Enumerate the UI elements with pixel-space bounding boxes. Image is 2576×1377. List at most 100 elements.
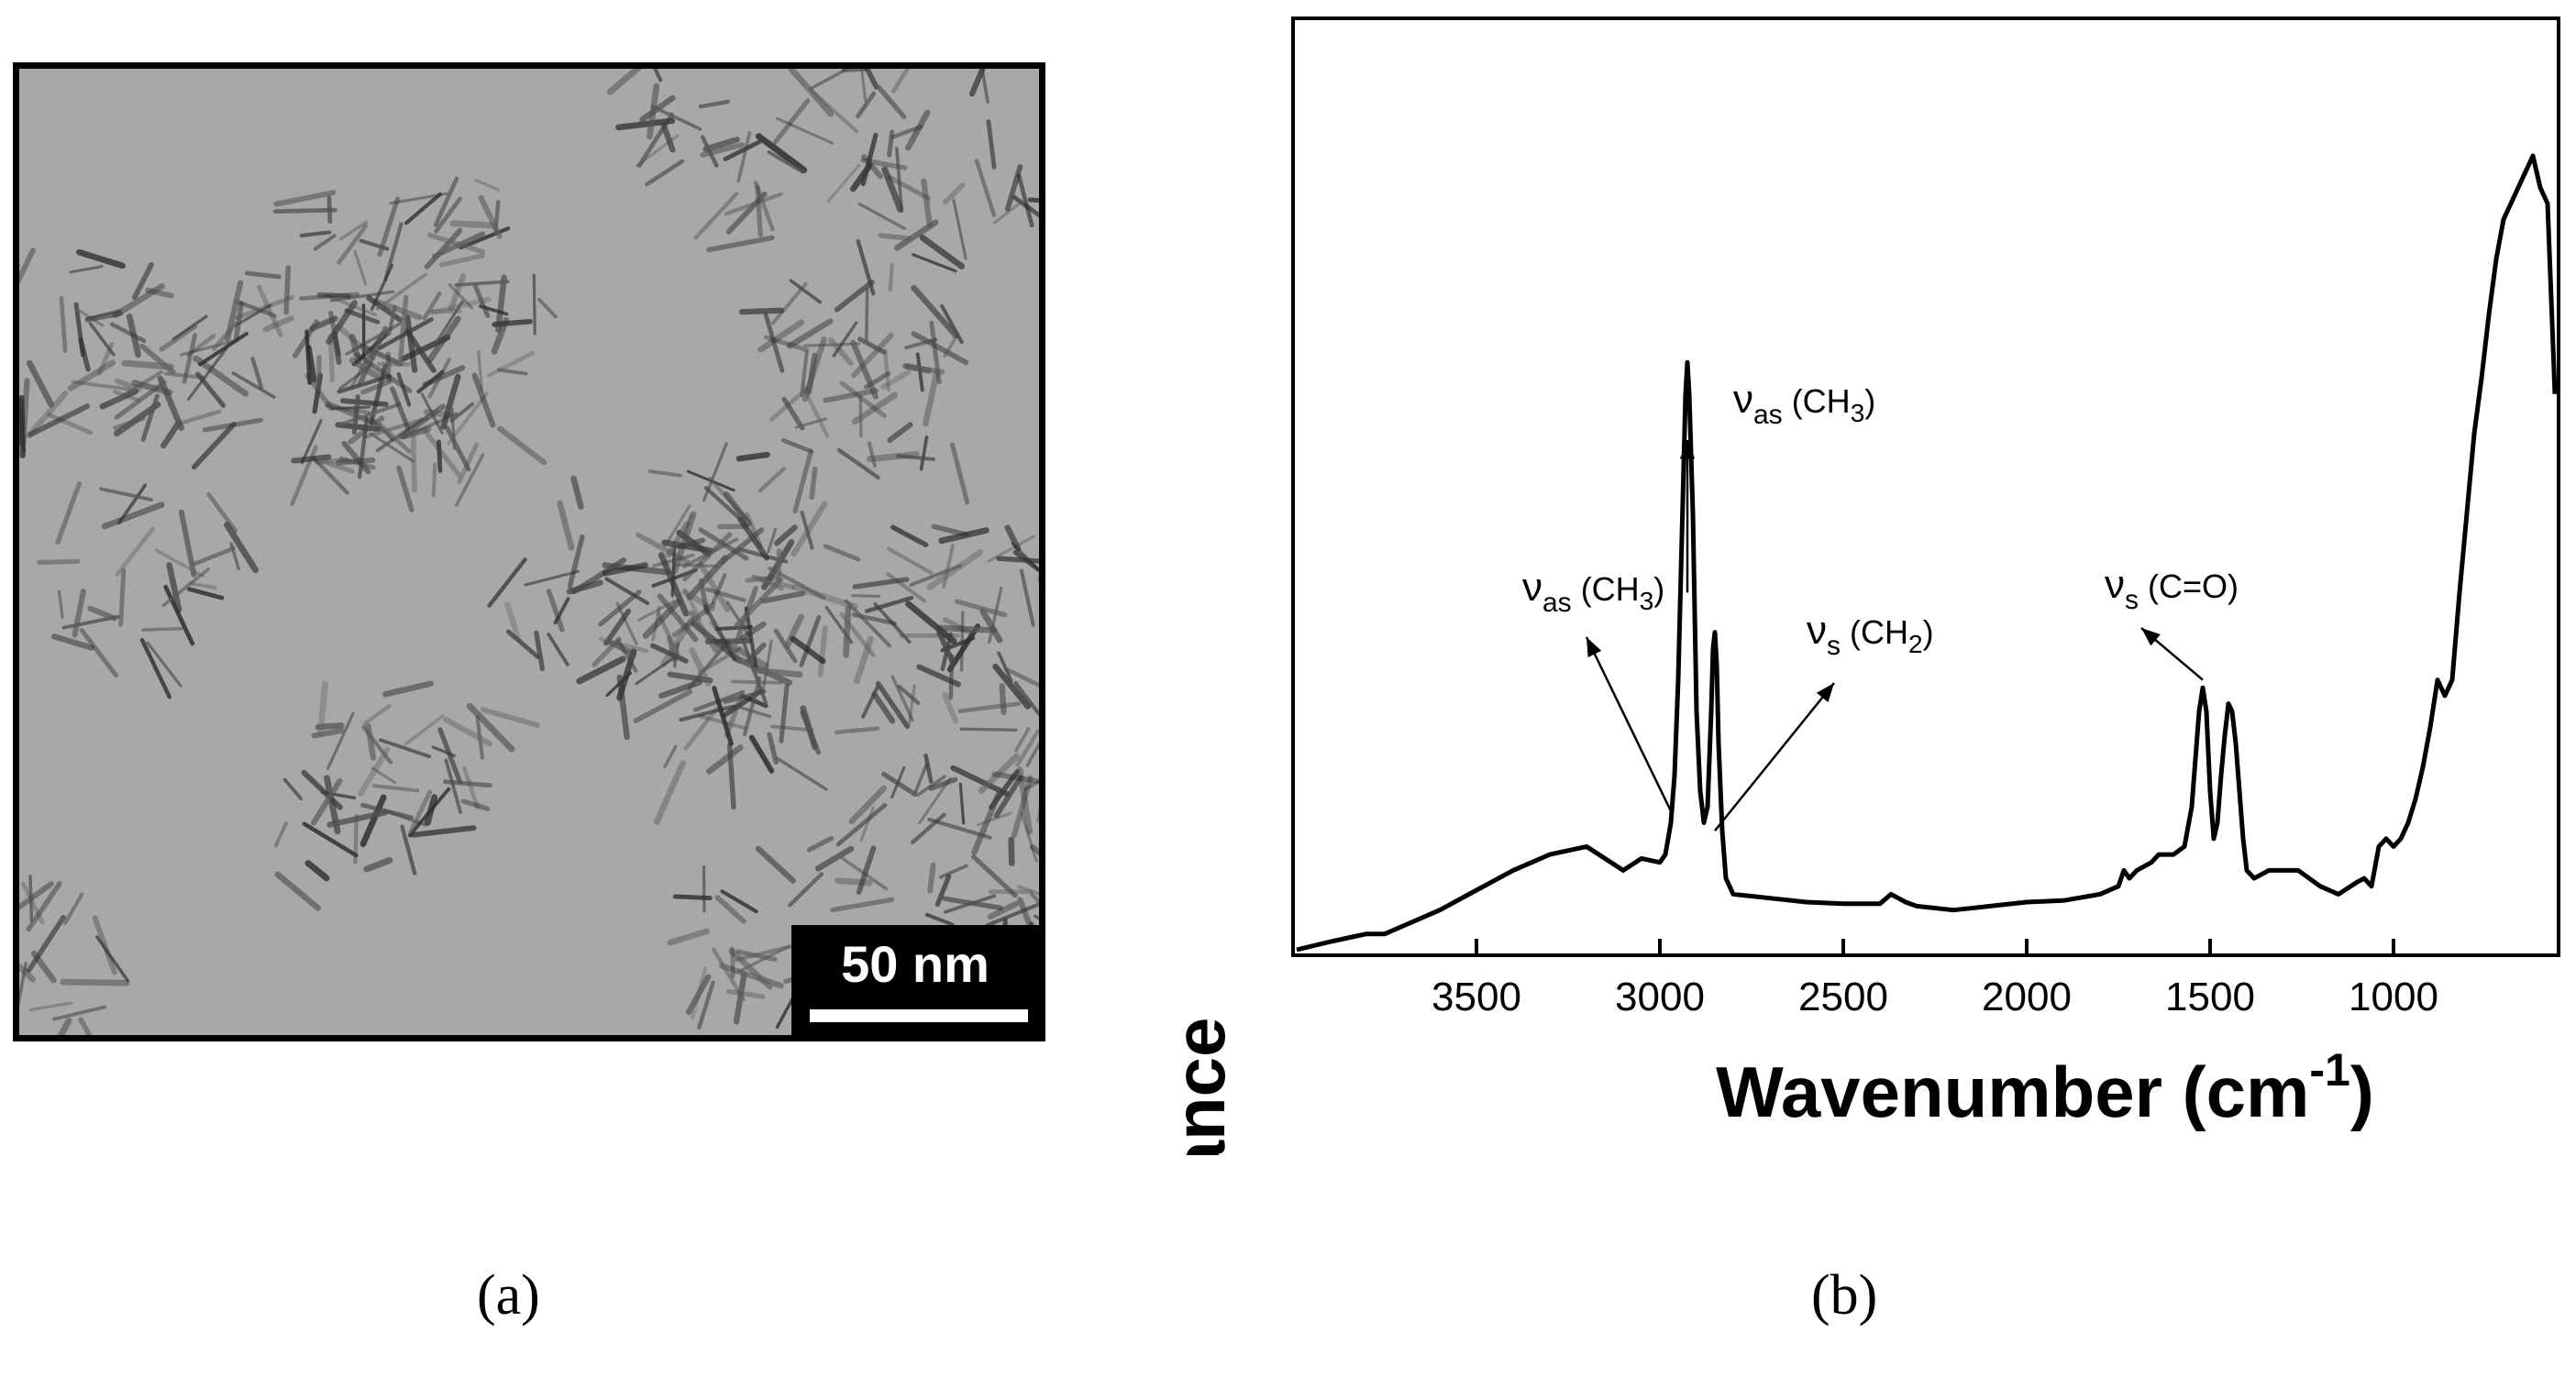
nanorod bbox=[834, 279, 875, 313]
nanorod bbox=[282, 777, 303, 800]
nanorod bbox=[856, 238, 876, 296]
nanorod bbox=[650, 643, 689, 664]
nanorod bbox=[735, 451, 770, 462]
nanorod bbox=[660, 121, 676, 153]
nanorod bbox=[864, 69, 879, 90]
nanorod bbox=[651, 105, 702, 131]
nanorod bbox=[702, 604, 737, 662]
nanorod bbox=[422, 291, 442, 321]
nanorod bbox=[598, 589, 642, 627]
nanorod bbox=[856, 91, 877, 119]
nanorod bbox=[851, 391, 899, 425]
nanorod bbox=[1016, 766, 1033, 835]
nanorod bbox=[26, 391, 69, 439]
nanorod bbox=[891, 69, 911, 94]
nanorod bbox=[698, 99, 731, 109]
nanorod bbox=[449, 220, 497, 229]
nanorod bbox=[121, 359, 174, 370]
nanorod bbox=[771, 281, 808, 325]
nanorod bbox=[671, 511, 697, 575]
nanorod bbox=[826, 163, 861, 204]
nanorod bbox=[553, 597, 570, 625]
nanorod bbox=[126, 313, 141, 358]
y-axis-label: Absorbance bbox=[1159, 1018, 1240, 1155]
nanorod bbox=[302, 821, 359, 858]
nanorod bbox=[974, 159, 997, 218]
nanorod bbox=[958, 782, 966, 825]
nanorod bbox=[398, 403, 446, 440]
nanorod bbox=[442, 779, 492, 788]
nanorod bbox=[212, 321, 238, 351]
nanorod bbox=[1014, 727, 1031, 753]
nanorod bbox=[670, 545, 677, 598]
annotation-arrow bbox=[1714, 682, 1835, 832]
nanorod bbox=[823, 544, 861, 562]
nanorod bbox=[131, 380, 173, 396]
nanorod bbox=[904, 109, 931, 151]
nanorod bbox=[311, 728, 345, 739]
nanorod bbox=[790, 635, 826, 665]
nanorod bbox=[504, 601, 522, 643]
nanorod bbox=[891, 125, 923, 139]
nanorod bbox=[357, 416, 370, 479]
nanorod bbox=[720, 889, 758, 914]
nanorod bbox=[985, 902, 1039, 928]
x-tick-label: 2000 bbox=[1982, 975, 2072, 1019]
nanorod bbox=[163, 584, 195, 646]
nanorod bbox=[864, 371, 891, 390]
nanorod bbox=[653, 69, 663, 83]
nanorod bbox=[991, 771, 1039, 785]
nanorod bbox=[233, 301, 244, 340]
nanorod bbox=[60, 978, 130, 986]
nanorod bbox=[824, 605, 854, 644]
nanorod bbox=[663, 744, 678, 768]
nanorod bbox=[685, 974, 712, 1016]
nanorod bbox=[911, 331, 969, 366]
nanorod bbox=[154, 548, 205, 578]
nanorod bbox=[943, 334, 959, 358]
nanorod bbox=[703, 486, 747, 525]
nanorod bbox=[547, 633, 569, 666]
nanorod bbox=[329, 290, 395, 303]
nanorod bbox=[919, 435, 929, 471]
nanorod bbox=[657, 593, 699, 643]
nanorod bbox=[524, 569, 580, 587]
nanorod bbox=[358, 746, 391, 797]
nanorod bbox=[927, 863, 936, 894]
nanorod bbox=[372, 784, 420, 793]
nanorod bbox=[315, 355, 322, 391]
nanorod bbox=[187, 581, 217, 589]
annotation-arrow bbox=[1585, 636, 1675, 816]
nanorod bbox=[274, 871, 321, 911]
nanorod bbox=[532, 273, 536, 336]
nanorod bbox=[725, 600, 751, 638]
nanorod bbox=[437, 727, 463, 785]
nanorod bbox=[424, 227, 463, 270]
nanorod bbox=[830, 897, 895, 913]
nanorod bbox=[180, 409, 222, 425]
nanorod bbox=[788, 872, 824, 908]
nanorod bbox=[460, 799, 491, 811]
nanorod bbox=[250, 357, 264, 390]
nanorod bbox=[775, 116, 835, 145]
nanorod bbox=[720, 527, 765, 565]
nanorod bbox=[206, 492, 238, 534]
nanorod bbox=[1011, 775, 1034, 839]
nanorod bbox=[880, 369, 912, 391]
nanorod bbox=[450, 407, 457, 450]
nanorod bbox=[760, 590, 806, 604]
nanorod bbox=[19, 962, 37, 983]
nanorod bbox=[113, 415, 146, 431]
nanorod bbox=[839, 380, 887, 419]
nanorod bbox=[396, 372, 412, 407]
annotation-part: s bbox=[1827, 631, 1841, 661]
nanorod bbox=[996, 556, 1039, 564]
nanorod bbox=[362, 704, 392, 726]
nanorod bbox=[897, 684, 921, 706]
nanorod bbox=[422, 427, 462, 478]
nanorod bbox=[457, 442, 480, 484]
nanorod bbox=[718, 637, 769, 669]
x-tick-label: 1000 bbox=[2349, 975, 2438, 1019]
annotation-part: ) bbox=[1864, 382, 1875, 420]
nanorod bbox=[887, 422, 913, 444]
